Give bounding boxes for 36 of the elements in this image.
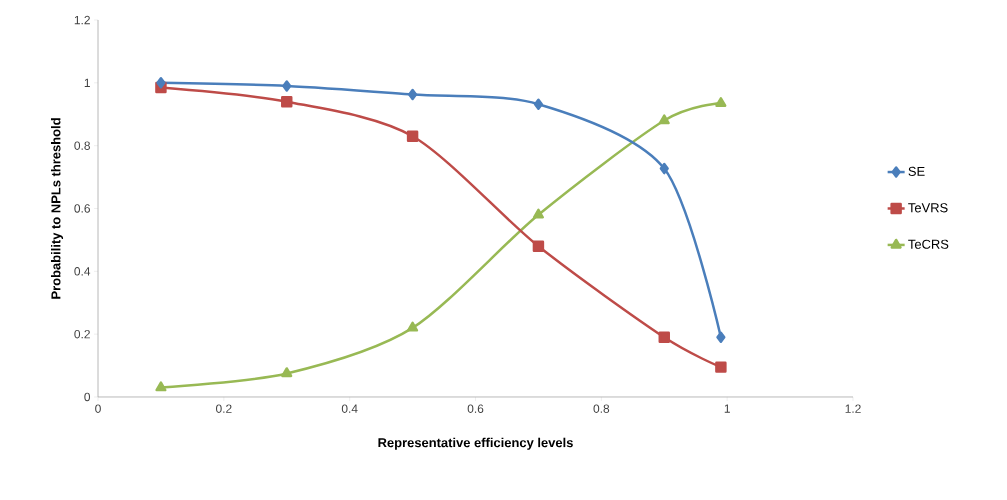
legend-label: SE	[908, 166, 925, 176]
y-tick-label: 0.2	[74, 329, 90, 339]
y-tick-label: 0	[84, 392, 91, 402]
point	[532, 208, 544, 219]
point	[658, 331, 670, 344]
x-tick-label: 0.2	[216, 404, 232, 413]
point	[716, 331, 726, 344]
point	[658, 114, 670, 125]
x-tick-label: 1	[724, 404, 730, 413]
point	[715, 97, 727, 107]
point	[715, 361, 727, 373]
legend-label: TeCRS	[908, 239, 949, 249]
point	[282, 80, 292, 92]
point	[407, 321, 419, 332]
x-tick-label: 1.2	[845, 404, 861, 413]
x-tick-label: 0.8	[593, 404, 610, 413]
y-axis-title: Probability to NPLs threshold	[50, 118, 64, 299]
legend-label: TeVRS	[908, 203, 948, 213]
y-tick-label: 1.2	[74, 15, 90, 25]
point	[532, 240, 545, 252]
y-tick-label: 0.6	[74, 204, 90, 213]
x-tick-label: 0.6	[467, 404, 484, 413]
y-tick-label: 1	[84, 78, 90, 87]
y-tick-label: 0.4	[74, 267, 91, 276]
x-tick-label: 0.4	[341, 404, 358, 413]
point	[407, 88, 418, 101]
point	[156, 77, 166, 89]
x-axis-title: Representative efficiency levels	[378, 437, 573, 450]
x-tick-label: 0	[95, 404, 101, 413]
point	[155, 381, 167, 392]
y-tick-label: 0.8	[74, 141, 90, 150]
point	[533, 98, 544, 110]
point	[281, 95, 293, 108]
point	[281, 367, 293, 378]
point	[659, 162, 669, 175]
point	[406, 130, 419, 142]
